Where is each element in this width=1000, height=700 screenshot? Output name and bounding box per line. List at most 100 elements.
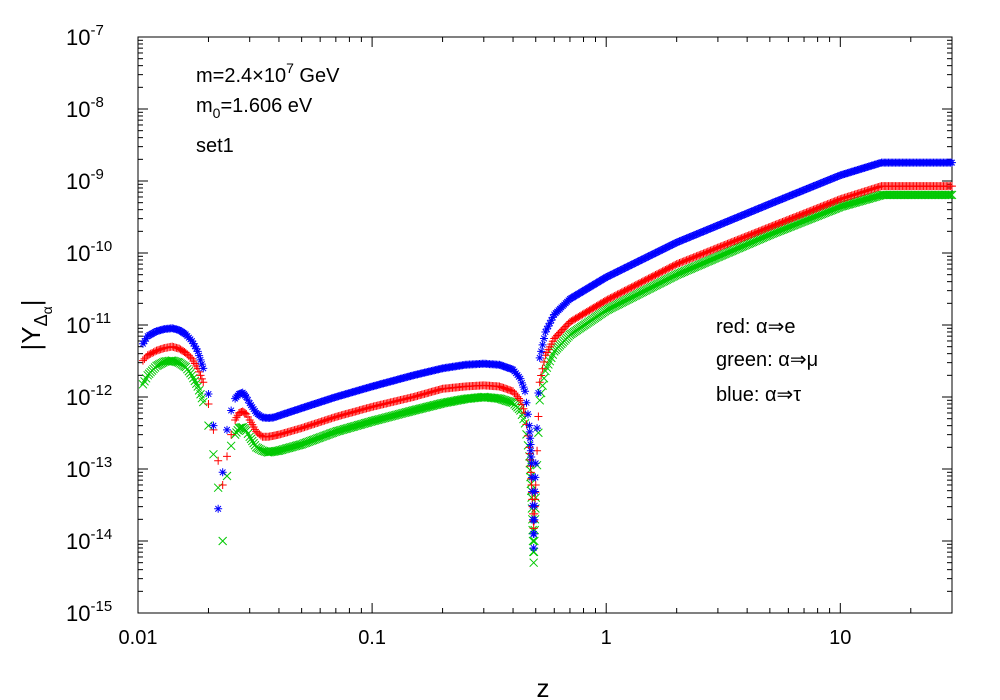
point-star-marker [138,339,147,348]
point-star-marker [765,199,774,208]
point-star-marker [674,237,683,246]
axis-ticks [137,36,953,614]
point-x-marker [505,397,515,407]
point-star-marker [538,340,547,349]
point-x-marker [742,239,752,249]
point-star-marker [750,206,759,215]
point-star-marker [754,204,763,213]
point-plus-marker [534,412,543,421]
point-star-marker [685,233,694,242]
point-x-marker [730,245,739,255]
point-star-marker [630,259,639,268]
point-x-marker [138,379,148,389]
legend-entry-red: red: α⇒e [716,316,795,338]
point-star-marker [525,427,534,436]
point-plus-marker [514,394,523,403]
point-x-marker [735,243,745,252]
point-star-marker [605,271,614,280]
point-plus-marker [214,456,223,465]
point-star-marker [628,260,637,269]
point-star-marker [734,212,743,221]
point-star-marker [700,226,709,235]
point-star-marker [693,229,702,238]
point-x-marker [713,252,722,262]
point-star-marker [774,196,783,205]
point-star-marker [668,240,677,249]
point-star-marker [654,247,663,256]
point-x-marker [727,246,737,256]
point-star-marker [527,453,536,462]
point-star-marker [679,235,688,244]
point-x-marker [270,446,280,456]
point-star-marker [691,230,700,239]
point-star-marker [669,239,678,248]
point-x-marker [141,373,151,383]
y-axis-label: |YΔα| [16,300,55,351]
point-star-marker [746,208,755,217]
point-star-marker [683,233,692,242]
point-x-marker [733,244,742,253]
point-x-marker [947,190,957,200]
point-x-marker [741,240,751,250]
legend-green-label: green: [716,349,773,371]
point-star-marker [527,459,536,468]
point-star-marker [531,459,540,468]
point-star-marker [537,347,546,356]
point-x-marker [734,243,744,253]
point-x-marker [747,238,756,247]
point-star-marker [730,214,739,223]
point-x-marker [749,236,759,246]
point-x-marker [531,493,541,503]
point-star-marker [645,251,654,260]
point-star-marker [808,182,817,191]
point-star-marker [516,374,525,383]
point-star-marker [218,468,227,477]
point-x-marker [218,536,228,546]
point-x-marker [530,536,539,546]
point-x-marker [707,255,717,264]
plot-frame [137,36,953,614]
series-blue [138,158,956,552]
point-x-marker [710,253,720,263]
point-star-marker [820,177,829,186]
point-x-marker [709,254,718,264]
point-x-marker [759,232,769,242]
point-star-marker [533,424,542,433]
point-star-marker [737,211,746,220]
point-x-marker [720,249,730,259]
y-tick-label: 10-14 [66,526,112,554]
point-star-marker [523,410,532,419]
point-star-marker [816,179,825,188]
m0-suffix: =1.606 eV [220,95,312,117]
point-plus-marker [227,430,236,439]
point-star-marker [767,199,776,208]
point-star-marker [142,334,151,343]
point-plus-marker [199,378,208,387]
point-star-marker [623,262,632,271]
point-x-marker [692,261,701,271]
point-star-marker [825,175,834,184]
point-star-marker [791,189,800,198]
point-star-marker [613,267,622,276]
point-star-marker [801,185,810,194]
point-x-marker [535,395,545,405]
point-x-marker [545,356,555,366]
point-star-marker [709,223,718,232]
point-x-marker [191,379,201,389]
point-star-marker [705,225,714,234]
point-x-marker [529,558,539,568]
y-tick-label: 10-12 [66,382,112,410]
point-star-marker [676,236,685,245]
point-star-marker [640,254,649,263]
point-star-marker [813,180,822,189]
point-star-marker [641,253,650,262]
point-x-marker [944,190,954,200]
point-star-marker [757,203,766,212]
point-x-marker [721,249,731,258]
point-star-marker [659,244,668,253]
point-star-marker [651,248,660,257]
point-star-marker [699,227,708,236]
y-tick-label: 10-11 [66,310,111,338]
point-x-marker [716,251,725,261]
point-star-marker [647,251,656,260]
